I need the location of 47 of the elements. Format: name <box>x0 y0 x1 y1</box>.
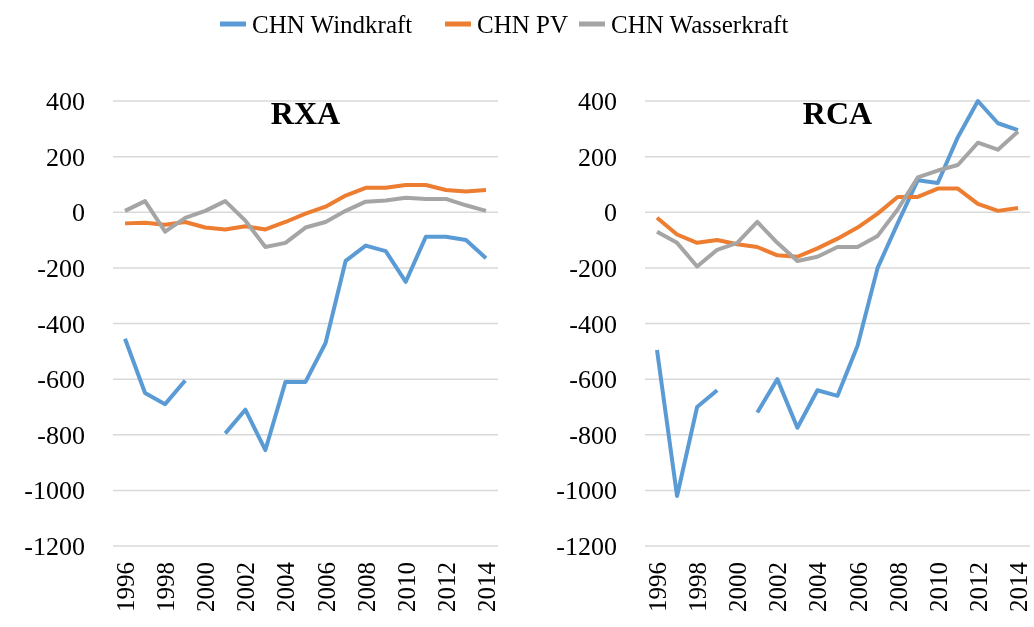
y-tick-label: -400 <box>569 309 617 339</box>
x-tick-label: 2012 <box>964 562 992 612</box>
x-tick-label: 2004 <box>272 561 300 612</box>
x-tick-label: 2000 <box>724 562 752 612</box>
line-series <box>123 195 488 250</box>
y-tick-label: 0 <box>604 198 617 228</box>
legend-label: CHN Windkraft <box>252 10 413 38</box>
line-series <box>123 182 488 232</box>
x-tick-label: 1996 <box>112 562 139 612</box>
x-tick-label: 2006 <box>844 562 872 612</box>
y-tick-label: -600 <box>569 365 617 395</box>
y-tick-label: 0 <box>72 198 85 228</box>
x-tick-label: 2008 <box>352 562 380 612</box>
legend-label: CHN Wasserkraft <box>611 10 789 38</box>
x-tick-label: 2010 <box>924 562 952 612</box>
y-tick-label: 200 <box>578 142 617 172</box>
x-tick-label: 2008 <box>884 562 912 612</box>
y-tick-label: -1000 <box>556 476 617 506</box>
y-tick-label: -1200 <box>24 532 85 562</box>
x-tick-label: 2014 <box>473 561 500 612</box>
line-series <box>655 186 1020 259</box>
y-tick-label: -1200 <box>556 532 617 562</box>
y-tick-label: 400 <box>46 87 85 117</box>
line-series <box>655 129 1020 269</box>
x-tick-label: 2014 <box>1005 561 1032 612</box>
x-tick-label: 2002 <box>232 562 260 612</box>
chart-title: RXA <box>270 95 341 131</box>
chart-title: RCA <box>802 95 873 131</box>
y-tick-label: -1000 <box>24 476 85 506</box>
y-tick-label: -600 <box>37 365 85 395</box>
x-tick-label: 1998 <box>684 562 712 612</box>
x-tick-label: 2006 <box>312 562 340 612</box>
y-tick-label: -800 <box>569 420 617 450</box>
x-tick-label: 1998 <box>152 562 180 612</box>
x-tick-label: 2004 <box>804 561 832 612</box>
x-tick-label: 2010 <box>392 562 420 612</box>
x-tick-label: 2012 <box>432 562 460 612</box>
y-tick-label: -800 <box>37 420 85 450</box>
x-tick-label: 2002 <box>764 562 792 612</box>
y-tick-label: 200 <box>46 142 85 172</box>
x-tick-label: 2000 <box>192 562 220 612</box>
y-tick-label: -200 <box>569 253 617 283</box>
legend-label: CHN PV <box>477 10 568 38</box>
y-tick-label: -400 <box>37 309 85 339</box>
y-tick-label: 400 <box>578 87 617 117</box>
y-tick-label: -200 <box>37 253 85 283</box>
x-tick-label: 1996 <box>644 562 671 612</box>
